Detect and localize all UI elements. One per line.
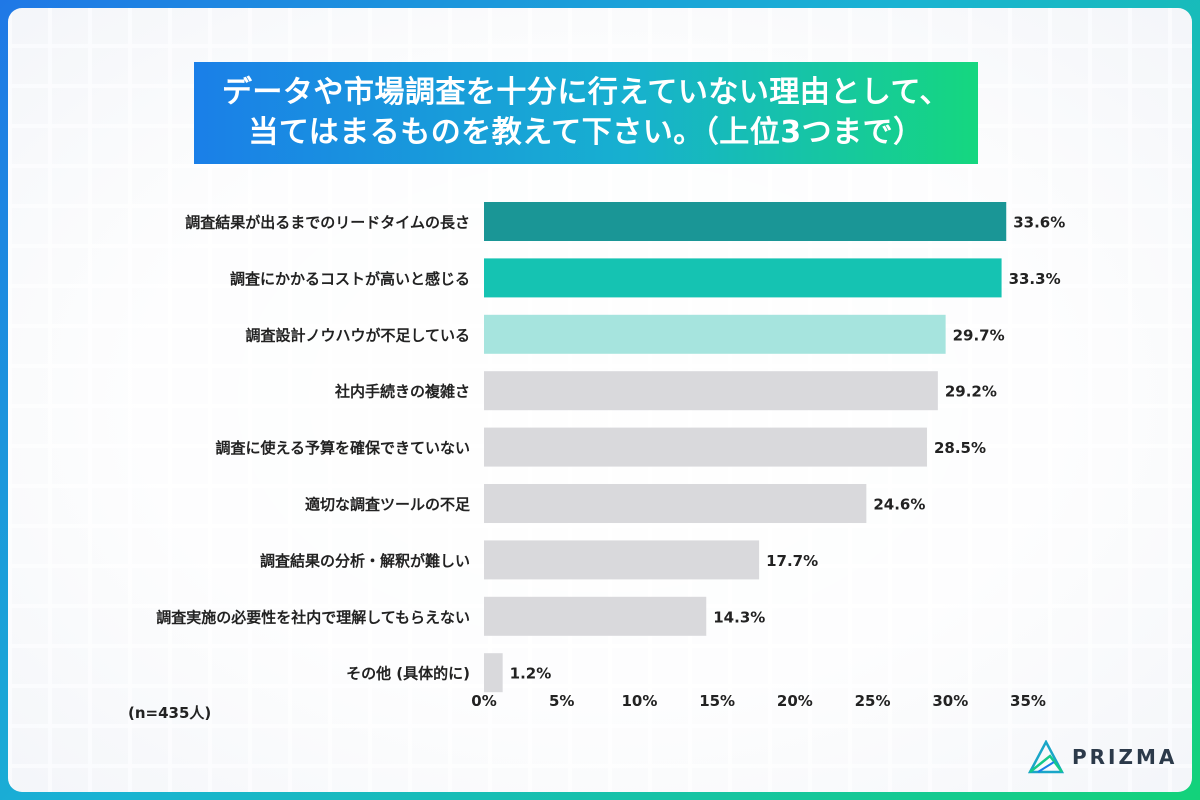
chart-title: データや市場調査を十分に行えていない理由として、 当てはまるものを教えて下さい。… (222, 73, 950, 153)
x-tick-label: 0% (471, 692, 496, 710)
sample-size-note: (n=435人) (128, 704, 212, 722)
value-label: 17.7% (766, 552, 818, 570)
category-label: 調査結果が出るまでのリードタイムの長さ (185, 214, 470, 232)
x-tick-label: 35% (1010, 692, 1046, 710)
bar (484, 427, 927, 467)
value-label: 33.6% (1013, 214, 1065, 232)
value-label: 33.3% (1009, 270, 1061, 288)
bar (484, 202, 1007, 241)
value-label: 24.6% (873, 496, 925, 514)
x-tick-label: 5% (549, 692, 574, 710)
category-label: その他 (具体的に) (346, 665, 470, 683)
x-tick-label: 10% (621, 692, 657, 710)
category-label: 調査実施の必要性を社内で理解してもらえない (156, 608, 470, 626)
title-banner: データや市場調査を十分に行えていない理由として、 当てはまるものを教えて下さい。… (194, 62, 978, 164)
category-label: 適切な調査ツールの不足 (305, 496, 471, 514)
category-label: 調査にかかるコストが高いと感じる (230, 270, 470, 288)
bar (484, 653, 503, 693)
bar (484, 314, 946, 354)
bar (484, 540, 760, 580)
bar (484, 258, 1002, 298)
value-label: 14.3% (713, 608, 765, 626)
x-tick-label: 30% (932, 692, 968, 710)
value-label: 1.2% (510, 665, 552, 683)
chart-title-line-2: 当てはまるものを教えて下さい。（上位3つまで） (248, 115, 924, 150)
x-tick-label: 15% (699, 692, 735, 710)
category-label: 調査設計ノウハウが不足している (245, 326, 470, 344)
x-tick-label: 25% (855, 692, 891, 710)
value-label: 29.2% (945, 383, 997, 401)
chart-title-line-1: データや市場調査を十分に行えていない理由として、 (221, 75, 951, 110)
category-label: 社内手続きの複雑さ (334, 383, 470, 401)
value-label: 28.5% (934, 439, 986, 457)
category-label: 調査に使える予算を確保できていない (215, 439, 470, 457)
category-label: 調査結果の分析・解釈が難しい (260, 552, 470, 570)
brand-logo: PRIZMA (1028, 740, 1177, 774)
value-label: 29.7% (953, 326, 1005, 344)
prizma-logo-icon (1028, 740, 1064, 774)
brand-name: PRIZMA (1072, 745, 1178, 769)
x-tick-label: 20% (777, 692, 813, 710)
bar (484, 371, 938, 411)
bar (484, 484, 867, 523)
bar (484, 596, 707, 636)
